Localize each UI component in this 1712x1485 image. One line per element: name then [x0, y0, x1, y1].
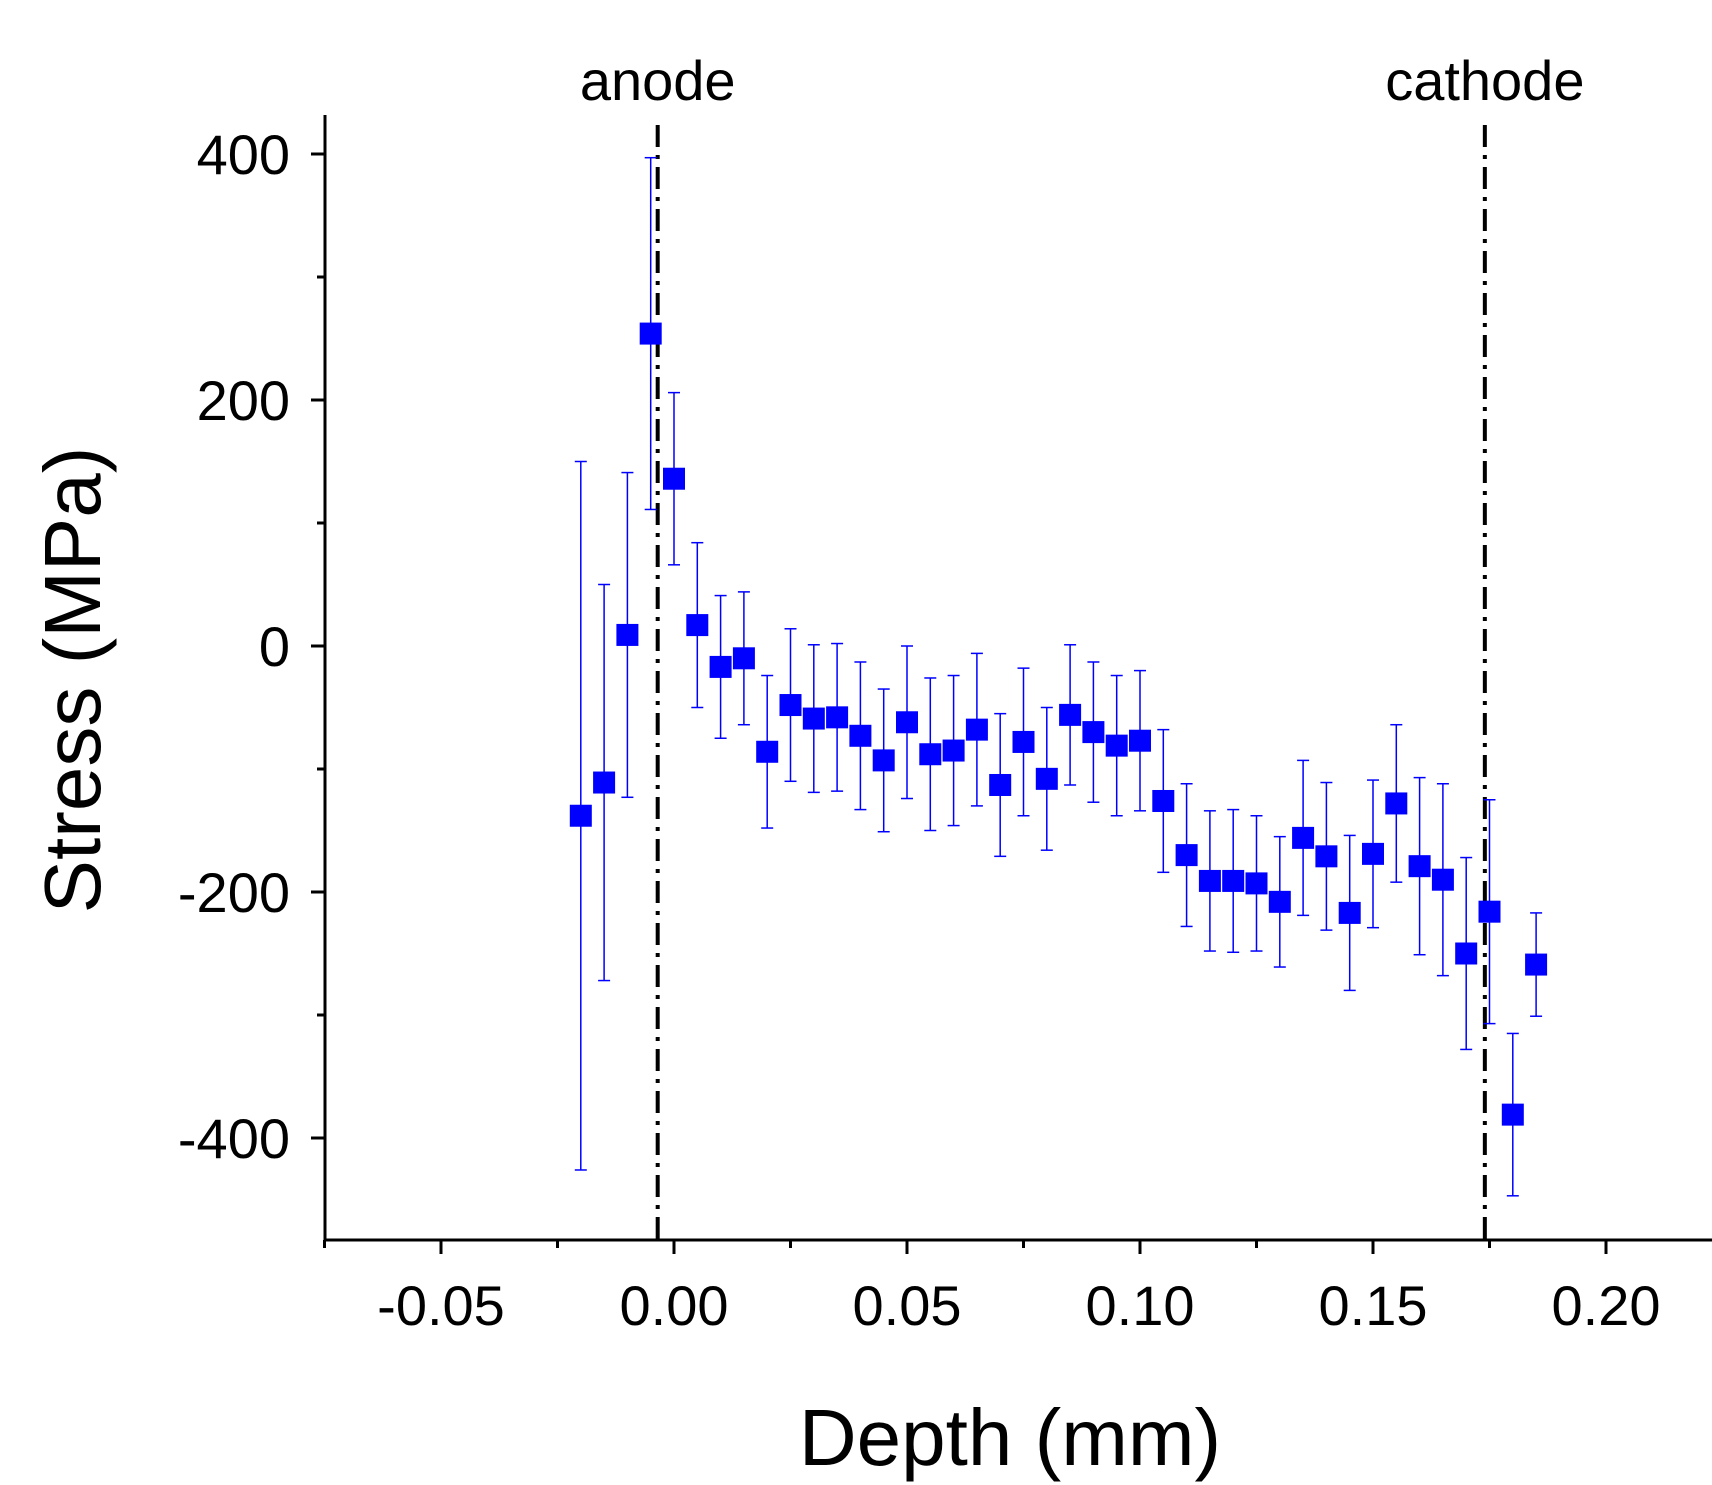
data-point	[896, 711, 918, 734]
data-point	[1315, 845, 1338, 868]
y-tick-label: -200	[178, 861, 290, 924]
data-point	[1268, 890, 1291, 913]
data-point	[1198, 869, 1221, 892]
data-point	[663, 467, 685, 490]
annotation-label-cathode: cathode	[1385, 49, 1584, 112]
data-point	[1105, 734, 1128, 757]
annotation-labels: anode cathode	[580, 49, 1585, 112]
data-point	[593, 771, 616, 794]
data-point	[1338, 901, 1361, 924]
x-tick-label: 0.00	[620, 1274, 729, 1337]
data-point	[942, 739, 965, 762]
data-point	[616, 623, 639, 646]
y-tick-label: 0	[259, 615, 290, 678]
data-point	[1385, 792, 1408, 815]
axes	[323, 115, 1712, 1242]
x-tick-label: 0.05	[853, 1274, 962, 1337]
x-ticks: -0.05 0.00 0.05 0.10 0.15 0.20	[323, 1240, 1661, 1337]
data-point	[1035, 767, 1058, 790]
data-point	[826, 706, 849, 729]
data-point	[849, 724, 872, 747]
data-point	[1292, 826, 1315, 849]
data-point	[1129, 729, 1151, 752]
data-point	[1362, 842, 1384, 865]
data-point	[686, 614, 709, 637]
x-axis-title: Depth (mm)	[799, 1393, 1221, 1482]
data-point	[1152, 789, 1175, 812]
data-point	[802, 707, 825, 730]
y-tick-label: 400	[197, 123, 290, 186]
data-point	[872, 749, 895, 772]
data-point	[1059, 703, 1082, 726]
data-point	[639, 322, 662, 345]
data-point	[756, 740, 779, 763]
data-point	[1431, 868, 1454, 891]
data-point	[1478, 900, 1501, 923]
x-tick-label: 0.15	[1319, 1274, 1428, 1337]
data-point	[1082, 721, 1105, 744]
x-tick-label: 0.10	[1086, 1274, 1195, 1337]
data-point	[1525, 953, 1548, 976]
x-tick-label: -0.05	[377, 1274, 505, 1337]
data-point	[965, 718, 988, 741]
y-ticks: -400 -200 0 200 400	[178, 123, 325, 1170]
data-point	[1245, 872, 1268, 895]
annotation-lines	[655, 125, 1487, 1240]
data-point	[1455, 942, 1478, 965]
y-axis-title: Stress (MPa)	[28, 447, 117, 914]
y-tick-label: 200	[197, 369, 290, 432]
data-point	[1501, 1103, 1524, 1126]
data-point	[732, 647, 755, 670]
data-point	[1175, 844, 1198, 867]
data-point	[989, 773, 1012, 796]
annotation-label-anode: anode	[580, 49, 736, 112]
data-point	[779, 694, 802, 717]
data-point	[709, 655, 732, 678]
x-tick-label: 0.20	[1552, 1274, 1661, 1337]
data-point	[1012, 730, 1035, 753]
data-point	[1222, 869, 1245, 892]
data-point	[569, 804, 592, 827]
data-point	[919, 743, 942, 766]
data-point	[1408, 855, 1431, 878]
data-points	[569, 322, 1548, 1126]
y-tick-label: -400	[178, 1107, 290, 1170]
